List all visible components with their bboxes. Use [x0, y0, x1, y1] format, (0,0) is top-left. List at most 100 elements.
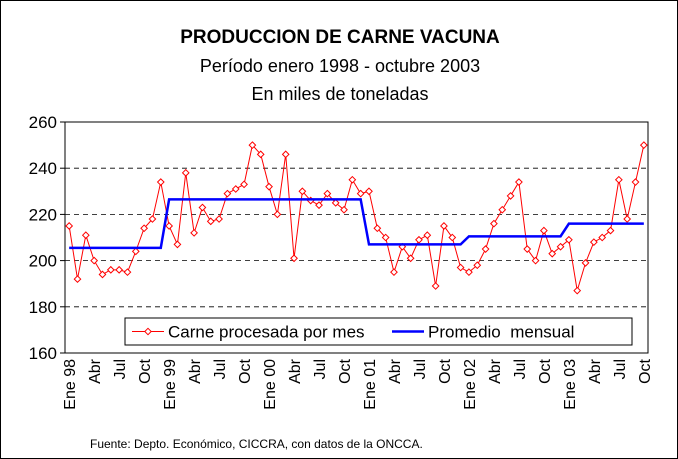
data-point [331, 198, 340, 207]
data-point [381, 233, 390, 242]
data-point [481, 245, 490, 253]
y-tick-label: 160 [29, 344, 57, 363]
x-tick-label: Abr [587, 358, 604, 384]
data-point [631, 178, 640, 186]
data-point [490, 219, 498, 228]
data-point [223, 189, 232, 198]
x-tick-label: Jul [112, 359, 129, 379]
data-point [606, 226, 615, 235]
data-point [448, 233, 457, 242]
data-point [506, 192, 515, 200]
data-point [423, 231, 432, 240]
x-tick-label: Jul [312, 359, 329, 379]
data-point [165, 222, 174, 230]
data-point [106, 265, 115, 274]
x-tick-label: Ene 02 [462, 359, 479, 410]
data-point [348, 175, 357, 184]
data-point [465, 268, 473, 277]
y-tick-label: 260 [29, 113, 57, 132]
data-point [248, 141, 257, 150]
data-point [323, 189, 332, 198]
data-point [256, 150, 265, 159]
x-tick-label: Oct [437, 358, 454, 383]
data-point [456, 263, 465, 272]
data-point [415, 235, 423, 244]
x-tick-label: Abr [187, 358, 204, 384]
plot-frame [64, 121, 649, 354]
data-point [531, 256, 540, 265]
x-tick-label: Ene 98 [62, 359, 79, 410]
data-point [81, 231, 90, 240]
x-tick-label: Abr [487, 358, 504, 384]
data-point [548, 249, 557, 258]
legend-marker [144, 327, 152, 336]
x-tick-label: Jul [612, 359, 629, 379]
data-point [206, 217, 215, 226]
data-point [556, 242, 565, 251]
data-point [173, 240, 182, 249]
data-point [198, 203, 207, 212]
x-tick-label: Jul [512, 359, 529, 379]
chart-title: PRODUCCION DE CARNE VACUNA [180, 27, 500, 48]
x-tick-label: Abr [287, 358, 304, 384]
x-tick-label: Oct [337, 358, 354, 383]
data-point [589, 238, 598, 247]
y-tick-label: 180 [29, 298, 57, 317]
data-point [440, 222, 448, 230]
data-point [123, 268, 132, 277]
data-point [265, 182, 273, 191]
x-tick-label: Abr [87, 358, 104, 384]
y-tick-label: 240 [29, 159, 57, 178]
legend-label: Promedio mensual [428, 323, 574, 342]
y-tick-label: 200 [29, 252, 57, 271]
data-point [340, 205, 348, 214]
x-tick-label: Jul [412, 359, 429, 379]
data-point [90, 256, 99, 265]
data-point [315, 201, 323, 210]
data-point [73, 275, 82, 283]
x-tick-label: Ene 03 [562, 359, 579, 410]
series-line [69, 198, 644, 250]
x-tick-label: Oct [537, 358, 554, 383]
data-point [281, 150, 290, 159]
data-point [273, 210, 282, 219]
legend-label: Carne procesada por mes [168, 323, 365, 342]
data-point [290, 254, 298, 263]
data-point [115, 265, 124, 274]
data-point [614, 175, 623, 184]
data-point [356, 189, 365, 198]
data-point [573, 286, 582, 295]
x-tick-label: Oct [237, 358, 254, 383]
data-point [564, 235, 573, 244]
data-point [498, 205, 507, 214]
source-note: Fuente: Depto. Económico, CICCRA, con da… [90, 437, 423, 451]
x-tick-label: Ene 99 [162, 359, 179, 410]
x-tick-label: Jul [212, 359, 229, 379]
data-point [98, 270, 107, 279]
data-point [623, 215, 632, 223]
data-point [431, 282, 440, 290]
x-tick-label: Oct [637, 358, 654, 383]
data-point [539, 226, 548, 235]
data-point [473, 261, 482, 270]
data-point [390, 268, 398, 277]
data-point [373, 224, 382, 233]
data-point [231, 185, 240, 193]
legend: Carne procesada por mes Promedio mensual [124, 317, 633, 346]
x-tick-label: Ene 01 [362, 359, 379, 410]
data-point [156, 178, 165, 186]
data-point [298, 187, 307, 196]
data-point [365, 187, 373, 196]
legend-box [124, 317, 633, 346]
x-tick-label: Oct [137, 358, 154, 383]
data-point [598, 233, 607, 242]
data-point [190, 228, 198, 237]
x-tick-label: Abr [387, 358, 404, 384]
y-tick-label: 220 [29, 205, 57, 224]
data-point [65, 222, 74, 230]
data-point [515, 178, 523, 186]
data-point [148, 215, 157, 223]
data-point [240, 180, 248, 189]
data-point [406, 254, 415, 263]
